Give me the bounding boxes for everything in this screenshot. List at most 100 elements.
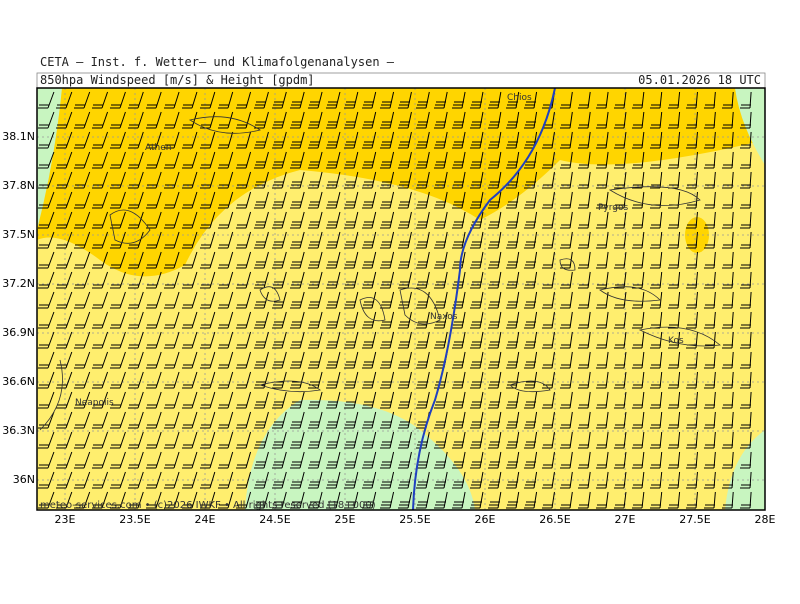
wind-barb xyxy=(686,151,698,169)
wind-barb xyxy=(110,411,126,429)
wind-barb xyxy=(668,271,681,289)
wind-barb xyxy=(326,91,341,109)
wind-barb xyxy=(434,191,448,209)
wind-barb xyxy=(326,331,341,349)
wind-barb xyxy=(110,191,126,209)
wind-barb xyxy=(254,211,269,229)
wind-barb xyxy=(740,431,752,449)
wind-barb xyxy=(326,391,341,409)
wind-barb xyxy=(182,111,198,129)
wind-barb xyxy=(290,151,305,169)
wind-barb xyxy=(380,491,395,509)
wind-barb xyxy=(686,231,698,249)
map-frame xyxy=(36,87,766,511)
wind-barb xyxy=(650,451,663,469)
lon-label: 26E xyxy=(475,513,496,526)
wind-barb xyxy=(290,351,305,369)
wind-barb xyxy=(596,231,609,249)
wind-barb xyxy=(596,271,609,289)
wind-barb xyxy=(632,171,645,189)
wind-barb xyxy=(434,311,448,329)
wind-barb xyxy=(236,151,252,169)
wind-barb xyxy=(740,171,752,189)
wind-barb xyxy=(218,251,234,269)
wind-barb xyxy=(344,451,359,469)
wind-barb xyxy=(110,491,126,509)
wind-barb xyxy=(452,411,466,429)
wind-barb xyxy=(524,351,538,369)
wind-barb xyxy=(650,431,663,449)
wind-barb xyxy=(398,291,412,309)
wind-barb xyxy=(182,311,198,329)
wind-barb xyxy=(254,471,269,489)
wind-barb xyxy=(182,131,198,149)
wind-barb xyxy=(200,371,216,389)
wind-barb xyxy=(704,411,716,429)
wind-barb xyxy=(704,231,716,249)
wind-barb xyxy=(506,231,520,249)
low-wind-region xyxy=(37,88,62,230)
wind-barb xyxy=(488,471,502,489)
wind-barb xyxy=(164,111,180,129)
wind-barb xyxy=(254,371,269,389)
wind-barb xyxy=(164,291,180,309)
wind-barb xyxy=(272,171,287,189)
wind-barb xyxy=(416,291,430,309)
wind-barb xyxy=(308,91,323,109)
wind-barb xyxy=(92,291,109,309)
wind-barb xyxy=(380,431,395,449)
wind-barb xyxy=(632,311,645,329)
wind-barb xyxy=(578,131,591,149)
wind-barb xyxy=(596,191,609,209)
wind-barb xyxy=(344,471,359,489)
wind-barb xyxy=(236,251,252,269)
wind-barb xyxy=(614,431,627,449)
wind-barb xyxy=(560,191,573,209)
wind-barb xyxy=(506,391,520,409)
wind-barb xyxy=(632,151,645,169)
wind-barb xyxy=(650,331,663,349)
wind-barb xyxy=(218,131,234,149)
wind-barb xyxy=(272,451,287,469)
wind-barb xyxy=(470,471,484,489)
wind-barb xyxy=(722,211,734,229)
wind-barb xyxy=(614,91,627,109)
wind-barb xyxy=(38,271,55,289)
wind-barb xyxy=(146,171,162,189)
lon-label: 27.5E xyxy=(679,513,710,526)
wind-barb xyxy=(362,471,377,489)
wind-barb xyxy=(614,311,627,329)
wind-barb xyxy=(686,111,698,129)
wind-barb xyxy=(398,211,412,229)
wind-barb xyxy=(650,111,663,129)
wind-barb xyxy=(596,91,609,109)
wind-barb xyxy=(164,171,180,189)
wind-barb xyxy=(704,431,716,449)
wind-barb xyxy=(524,131,538,149)
wind-barb xyxy=(200,171,216,189)
wind-barb xyxy=(398,251,412,269)
wind-barb xyxy=(704,91,716,109)
wind-barb xyxy=(344,311,359,329)
wind-barb xyxy=(56,411,73,429)
valid-time: 05.01.2026 18 UTC xyxy=(638,73,761,87)
wind-barb xyxy=(416,211,430,229)
wind-barb xyxy=(524,311,538,329)
wind-barb xyxy=(200,451,216,469)
wind-barb xyxy=(344,131,359,149)
wind-barb xyxy=(542,231,555,249)
wind-barb xyxy=(434,391,448,409)
wind-barb xyxy=(218,291,234,309)
wind-barb xyxy=(38,131,55,149)
wind-barb xyxy=(254,331,269,349)
wind-barb xyxy=(542,311,555,329)
wind-barb xyxy=(632,131,645,149)
wind-barb xyxy=(344,411,359,429)
wind-barb xyxy=(38,311,55,329)
wind-barb xyxy=(236,451,252,469)
wind-barb xyxy=(722,171,734,189)
wind-barb xyxy=(722,271,734,289)
wind-barb xyxy=(596,391,609,409)
wind-barb xyxy=(416,171,430,189)
wind-barb xyxy=(452,451,466,469)
